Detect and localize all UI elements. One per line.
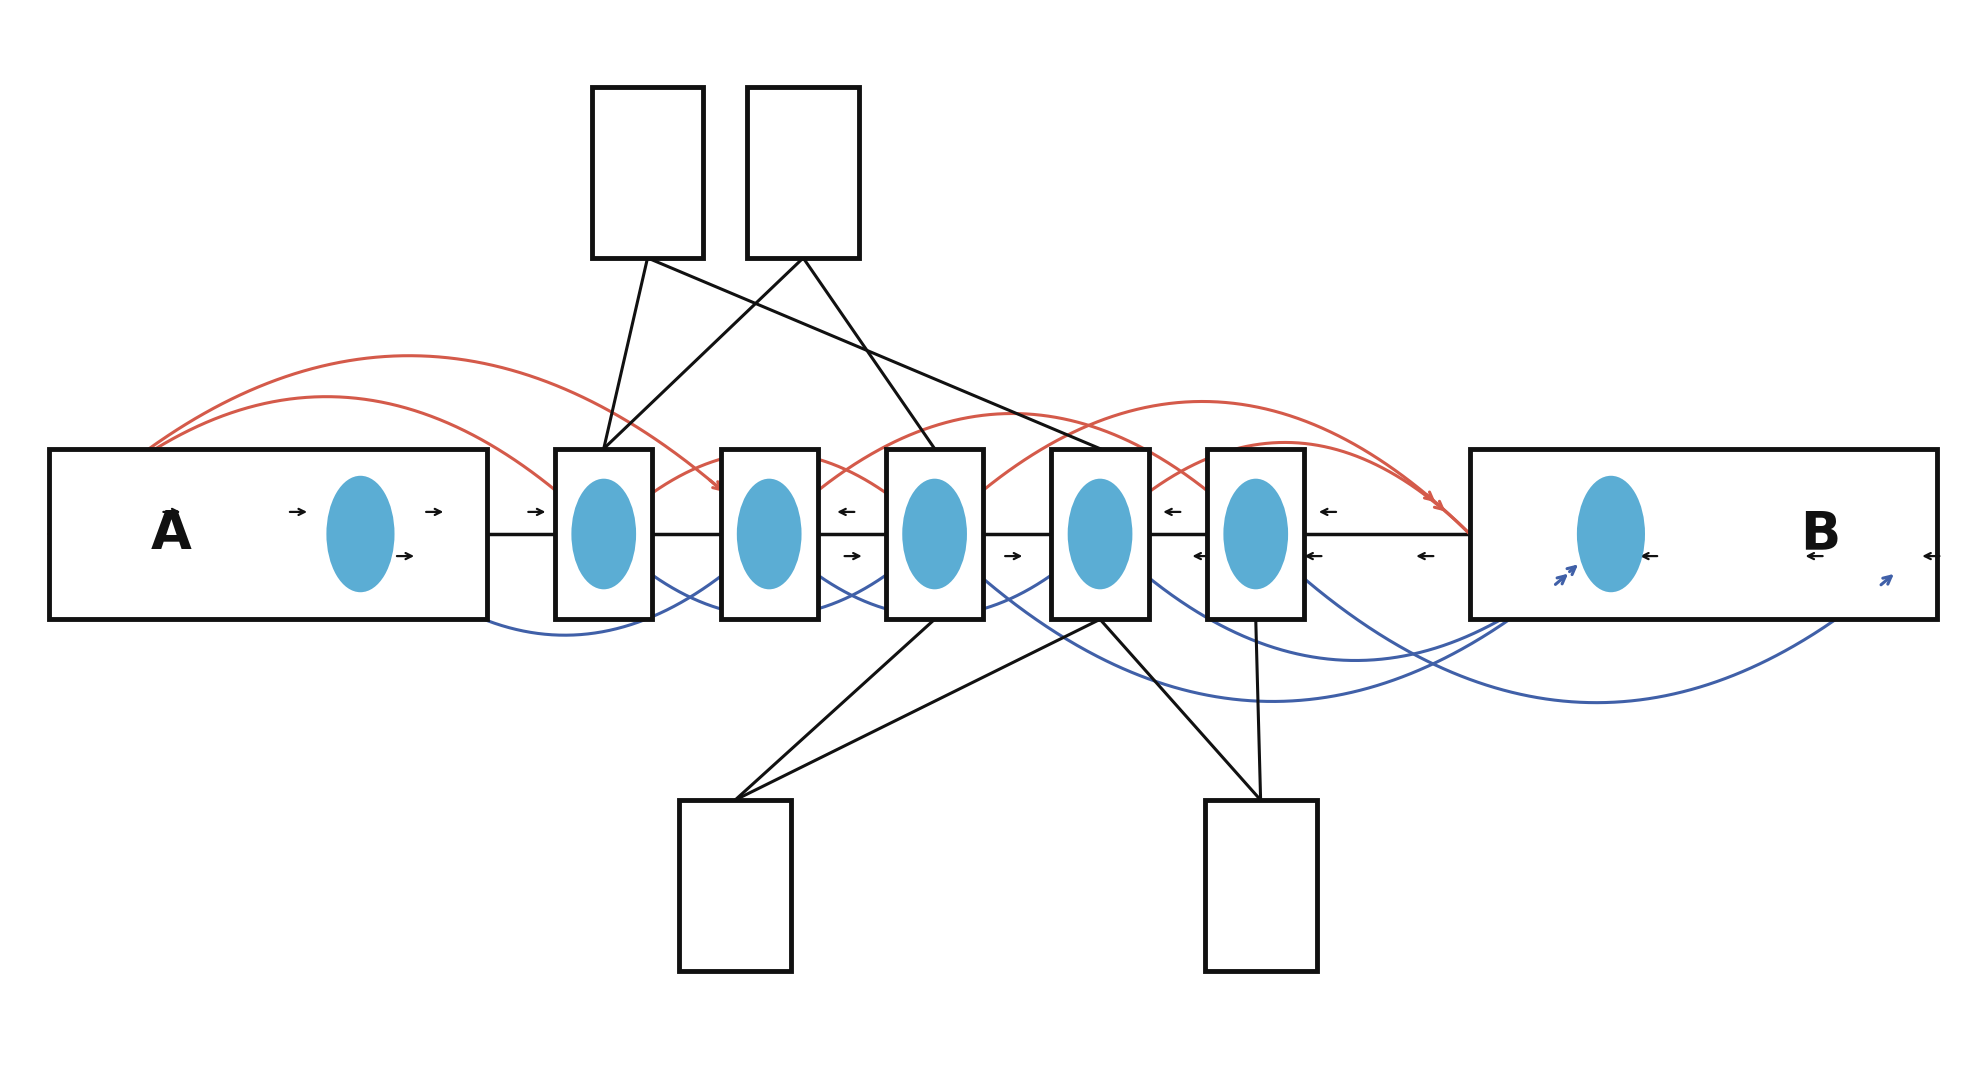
Bar bbox=[1207, 449, 1305, 619]
Bar bbox=[1470, 449, 1936, 619]
Bar bbox=[50, 449, 487, 619]
Bar bbox=[1206, 800, 1317, 971]
Ellipse shape bbox=[572, 478, 636, 590]
Bar bbox=[747, 88, 860, 257]
Ellipse shape bbox=[326, 475, 395, 593]
Bar bbox=[721, 449, 818, 619]
Bar bbox=[1051, 449, 1148, 619]
Ellipse shape bbox=[902, 478, 967, 590]
Ellipse shape bbox=[737, 478, 802, 590]
Ellipse shape bbox=[1577, 475, 1644, 593]
Bar bbox=[886, 449, 983, 619]
Ellipse shape bbox=[1068, 478, 1132, 590]
Text: B: B bbox=[1799, 508, 1841, 560]
Text: A: A bbox=[151, 508, 193, 560]
Bar bbox=[556, 449, 651, 619]
Bar bbox=[679, 800, 790, 971]
Bar bbox=[592, 88, 703, 257]
Ellipse shape bbox=[1223, 478, 1289, 590]
